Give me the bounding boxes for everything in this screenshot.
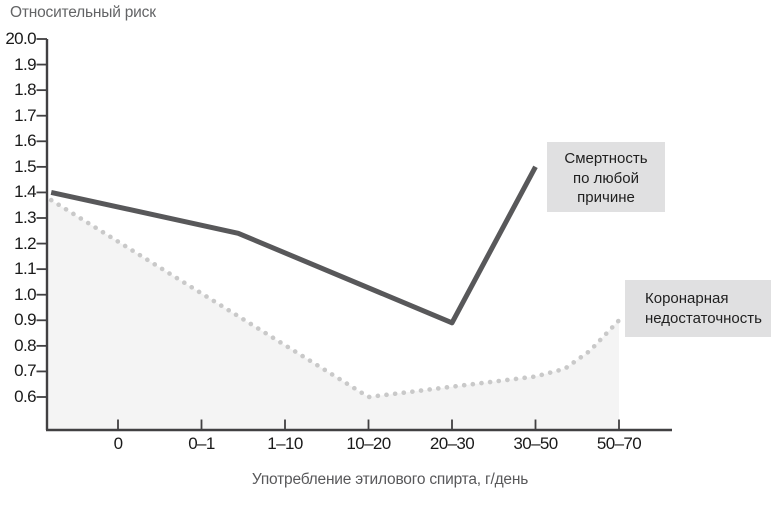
- x-tick-label: 0: [113, 434, 123, 453]
- series-line-solid: [50, 165, 538, 326]
- series-area-fill: [48, 200, 619, 429]
- annotation-line: Смертность: [564, 150, 648, 167]
- y-tick-label: 0.7: [14, 361, 36, 381]
- y-tick-label: 20.0: [5, 29, 36, 48]
- x-tick-label: 50–70: [596, 434, 642, 453]
- y-tick-label: 0.9: [14, 310, 36, 330]
- annotation-line: причине: [577, 189, 635, 206]
- y-tick-label: 1.3: [14, 208, 36, 227]
- annotation-all-cause-mortality: Смертность по любой причине: [547, 142, 665, 212]
- y-tick-label: 1.7: [14, 105, 36, 125]
- annotation-line: Коронарная: [645, 290, 729, 307]
- series-line-dotted: [48, 197, 622, 400]
- x-tick-label: 20–30: [429, 434, 475, 453]
- x-tick-label: 1–10: [267, 434, 303, 453]
- y-tick-label: 1.9: [14, 54, 36, 74]
- x-axis-title: Употребление этилового спирта, г/день: [251, 471, 529, 488]
- x-tick-label: 30–50: [513, 434, 558, 453]
- y-tick-label: 1.1: [14, 259, 36, 279]
- annotation-line: недостаточность: [645, 310, 762, 327]
- x-tick-label: 10–20: [346, 434, 391, 453]
- y-tick-label: 1.4: [14, 182, 36, 202]
- y-tick-label: 0.6: [14, 387, 36, 406]
- y-tick-label: 1.8: [14, 80, 36, 100]
- y-tick-label: 1.0: [14, 284, 36, 304]
- annotation-line: по любой: [573, 169, 639, 187]
- axis-lines: [45, 39, 672, 432]
- x-tick-label: 0–1: [188, 434, 215, 453]
- y-tick-label: 1.5: [14, 156, 36, 176]
- y-tick-label: 0.8: [14, 335, 36, 355]
- annotation-coronary-insufficiency: Коронарная недостаточность: [625, 280, 771, 337]
- y-tick-label: 1.6: [14, 131, 36, 151]
- y-axis-title: Относительный риск: [10, 4, 156, 21]
- y-tick-label: 1.2: [14, 233, 36, 253]
